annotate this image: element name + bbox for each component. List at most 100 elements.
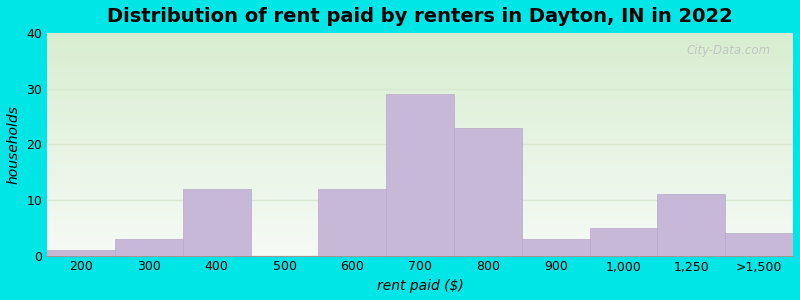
Bar [47,222,793,224]
Bar [47,135,793,138]
Bar [47,124,793,127]
Bar [47,75,793,78]
Bar [47,93,793,95]
Bar [47,98,793,100]
Bar [47,46,793,49]
Bar [47,73,793,75]
Bar [47,127,793,129]
Bar [47,236,793,238]
Bar [47,182,793,184]
Bar [47,102,793,104]
Bar [47,184,793,187]
Bar [47,69,793,71]
Bar [47,176,793,178]
Bar [47,211,793,213]
Bar [47,118,793,120]
Bar [47,204,793,207]
Bar [47,171,793,173]
Bar [47,58,793,60]
Bar [47,224,793,227]
Bar [47,62,793,64]
Bar [47,133,793,135]
Bar [47,111,793,113]
Bar [47,142,793,144]
Bar [47,169,793,171]
Bar [47,180,793,182]
Bar [115,239,183,256]
Bar [47,213,793,216]
Bar [47,193,793,196]
Bar [47,138,793,140]
Bar [47,120,793,122]
Bar [47,158,793,160]
Bar [47,84,793,86]
Bar [47,238,793,240]
Bar [47,167,793,169]
Bar [47,116,793,118]
Bar [47,202,793,204]
Bar [47,153,793,155]
Bar [47,55,793,58]
Bar [47,149,793,151]
Bar [47,131,793,133]
Bar [47,122,793,124]
Bar [47,247,793,249]
Bar [47,173,793,175]
Bar [47,144,793,147]
Bar [47,244,793,247]
Bar [47,147,793,149]
Bar [47,249,793,251]
Bar [47,95,793,98]
Bar [47,227,793,229]
Bar [47,229,793,231]
Bar [726,233,793,256]
Bar [47,198,793,200]
Bar [658,194,726,256]
Bar [47,53,793,55]
Bar [47,86,793,89]
Bar [47,82,793,84]
Bar [47,80,793,82]
Bar [47,233,793,236]
Bar [47,104,793,106]
Bar [47,49,793,51]
Bar [47,71,793,73]
Bar [47,220,793,222]
Y-axis label: households: households [7,105,21,184]
Bar [47,89,793,91]
Bar [47,35,793,38]
Text: City-Data.com: City-Data.com [686,44,770,57]
X-axis label: rent paid ($): rent paid ($) [377,279,463,293]
Bar [47,191,793,193]
Bar [386,94,454,256]
Bar [47,218,793,220]
Bar [318,189,386,256]
Bar [47,113,793,116]
Bar [47,33,793,35]
Bar [47,42,793,44]
Bar [47,200,793,202]
Bar [47,209,793,211]
Bar [183,189,250,256]
Bar [47,187,793,189]
Bar [47,38,793,40]
Bar [47,64,793,66]
Bar [47,151,793,153]
Bar [47,250,115,256]
Bar [47,164,793,166]
Bar [47,100,793,102]
Bar [47,51,793,53]
Bar [47,44,793,46]
Bar [454,128,522,256]
Bar [590,228,658,256]
Bar [47,140,793,142]
Bar [47,242,793,244]
Bar [47,66,793,69]
Bar [47,251,793,254]
Bar [522,239,590,256]
Bar [47,78,793,80]
Bar [47,178,793,180]
Bar [47,91,793,93]
Bar [47,162,793,164]
Bar [47,155,793,158]
